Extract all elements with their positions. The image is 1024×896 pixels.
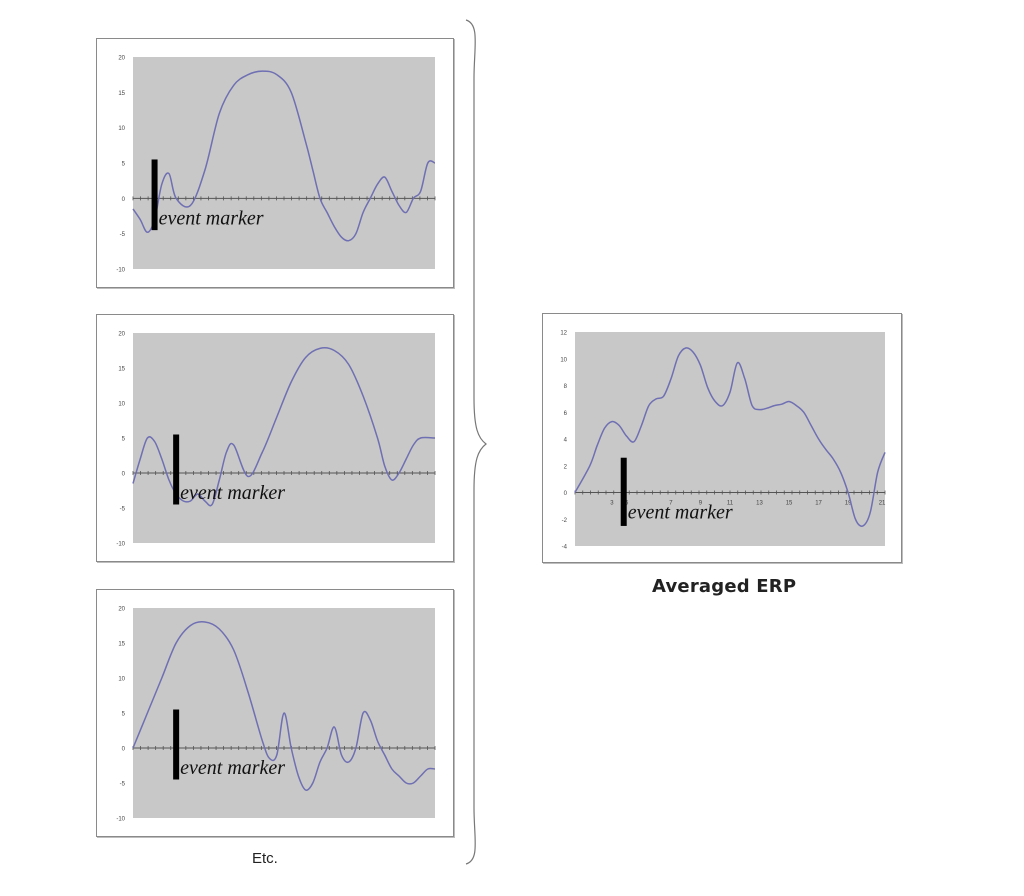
trial-chart-1: 20 15 10 5 0 -5 -10 event marker (96, 38, 454, 288)
y-tick-label: 20 (118, 332, 125, 338)
y-tick-label: -2 (562, 518, 568, 524)
x-tick-label: 11 (727, 501, 734, 507)
y-tick-label: 2 (564, 464, 568, 470)
erp-line (132, 347, 436, 507)
averaged-erp-chart-svg: 12 10 8 6 4 2 0 -2 -4 3 5 7 9 11 13 15 17 19 21 event marke… (560, 331, 886, 551)
plot-area (133, 333, 435, 543)
y-tick-label: -10 (116, 268, 125, 274)
y-tick-label: 5 (122, 162, 126, 168)
y-tick-label: -5 (120, 507, 126, 513)
y-tick-label: 10 (118, 126, 125, 132)
y-tick-label: 5 (122, 712, 126, 718)
x-tick-label: 21 (879, 501, 886, 507)
y-tick-label: 4 (564, 438, 568, 444)
y-tick-label: 0 (122, 197, 126, 203)
event-marker-bar (620, 457, 627, 526)
event-marker-label: event marker (180, 482, 285, 504)
x-tick-label: 3 (610, 501, 614, 507)
etc-caption: Etc. (252, 850, 278, 867)
y-tick-label: 10 (118, 402, 125, 408)
y-tick-label: 0 (122, 747, 126, 753)
y-tick-label: 20 (118, 56, 125, 62)
x-tick-label: 9 (699, 501, 703, 507)
event-marker-bar (173, 709, 180, 780)
y-tick-label: 10 (560, 357, 567, 363)
y-tick-label: 0 (564, 491, 568, 497)
trial-chart-1-svg: 20 15 10 5 0 -5 -10 event marker (116, 56, 436, 274)
event-marker-label: event marker (159, 207, 264, 229)
y-tick-label: 20 (118, 607, 125, 613)
x-tick-label: 13 (756, 501, 763, 507)
y-tick-label: -5 (120, 232, 126, 238)
y-tick-label: 15 (118, 367, 125, 373)
trial-chart-2: 20 15 10 5 0 -5 -10 event marker (96, 314, 454, 562)
curly-brace-icon (465, 19, 487, 865)
y-tick-label: 6 (564, 411, 568, 417)
event-marker-label: event marker (180, 757, 285, 779)
plot-area (133, 57, 435, 269)
x-tick-label: 17 (815, 501, 822, 507)
y-tick-label: 15 (118, 91, 125, 97)
y-tick-label: 12 (560, 331, 567, 337)
event-marker-bar (151, 159, 158, 231)
x-tick-label: 7 (669, 501, 673, 507)
y-tick-label: 15 (118, 642, 125, 648)
y-tick-label: -4 (562, 545, 568, 551)
trial-chart-3-svg: 20 15 10 5 0 -5 -10 event marker (116, 607, 436, 823)
x-tick-label: 5 (625, 501, 629, 507)
y-tick-label: 8 (564, 384, 568, 390)
y-tick-label: 10 (118, 677, 125, 683)
erp-line (132, 621, 436, 791)
trial-chart-3: 20 15 10 5 0 -5 -10 event marker (96, 589, 454, 837)
erp-line (132, 70, 436, 242)
y-tick-label: -5 (120, 782, 126, 788)
event-marker-label: event marker (628, 502, 733, 524)
y-tick-label: 0 (122, 472, 126, 478)
erp-line (574, 347, 886, 527)
y-tick-label: -10 (116, 817, 125, 823)
averaged-erp-caption: Averaged ERP (652, 576, 797, 597)
trial-chart-2-svg: 20 15 10 5 0 -5 -10 event marker (116, 332, 436, 548)
x-tick-label: 19 (845, 501, 852, 507)
averaged-erp-chart: 12 10 8 6 4 2 0 -2 -4 3 5 7 9 11 13 15 17 19 21 event marke… (542, 313, 902, 563)
y-tick-label: 5 (122, 437, 126, 443)
y-tick-label: -10 (116, 542, 125, 548)
event-marker-bar (173, 434, 180, 505)
x-tick-label: 15 (786, 501, 793, 507)
